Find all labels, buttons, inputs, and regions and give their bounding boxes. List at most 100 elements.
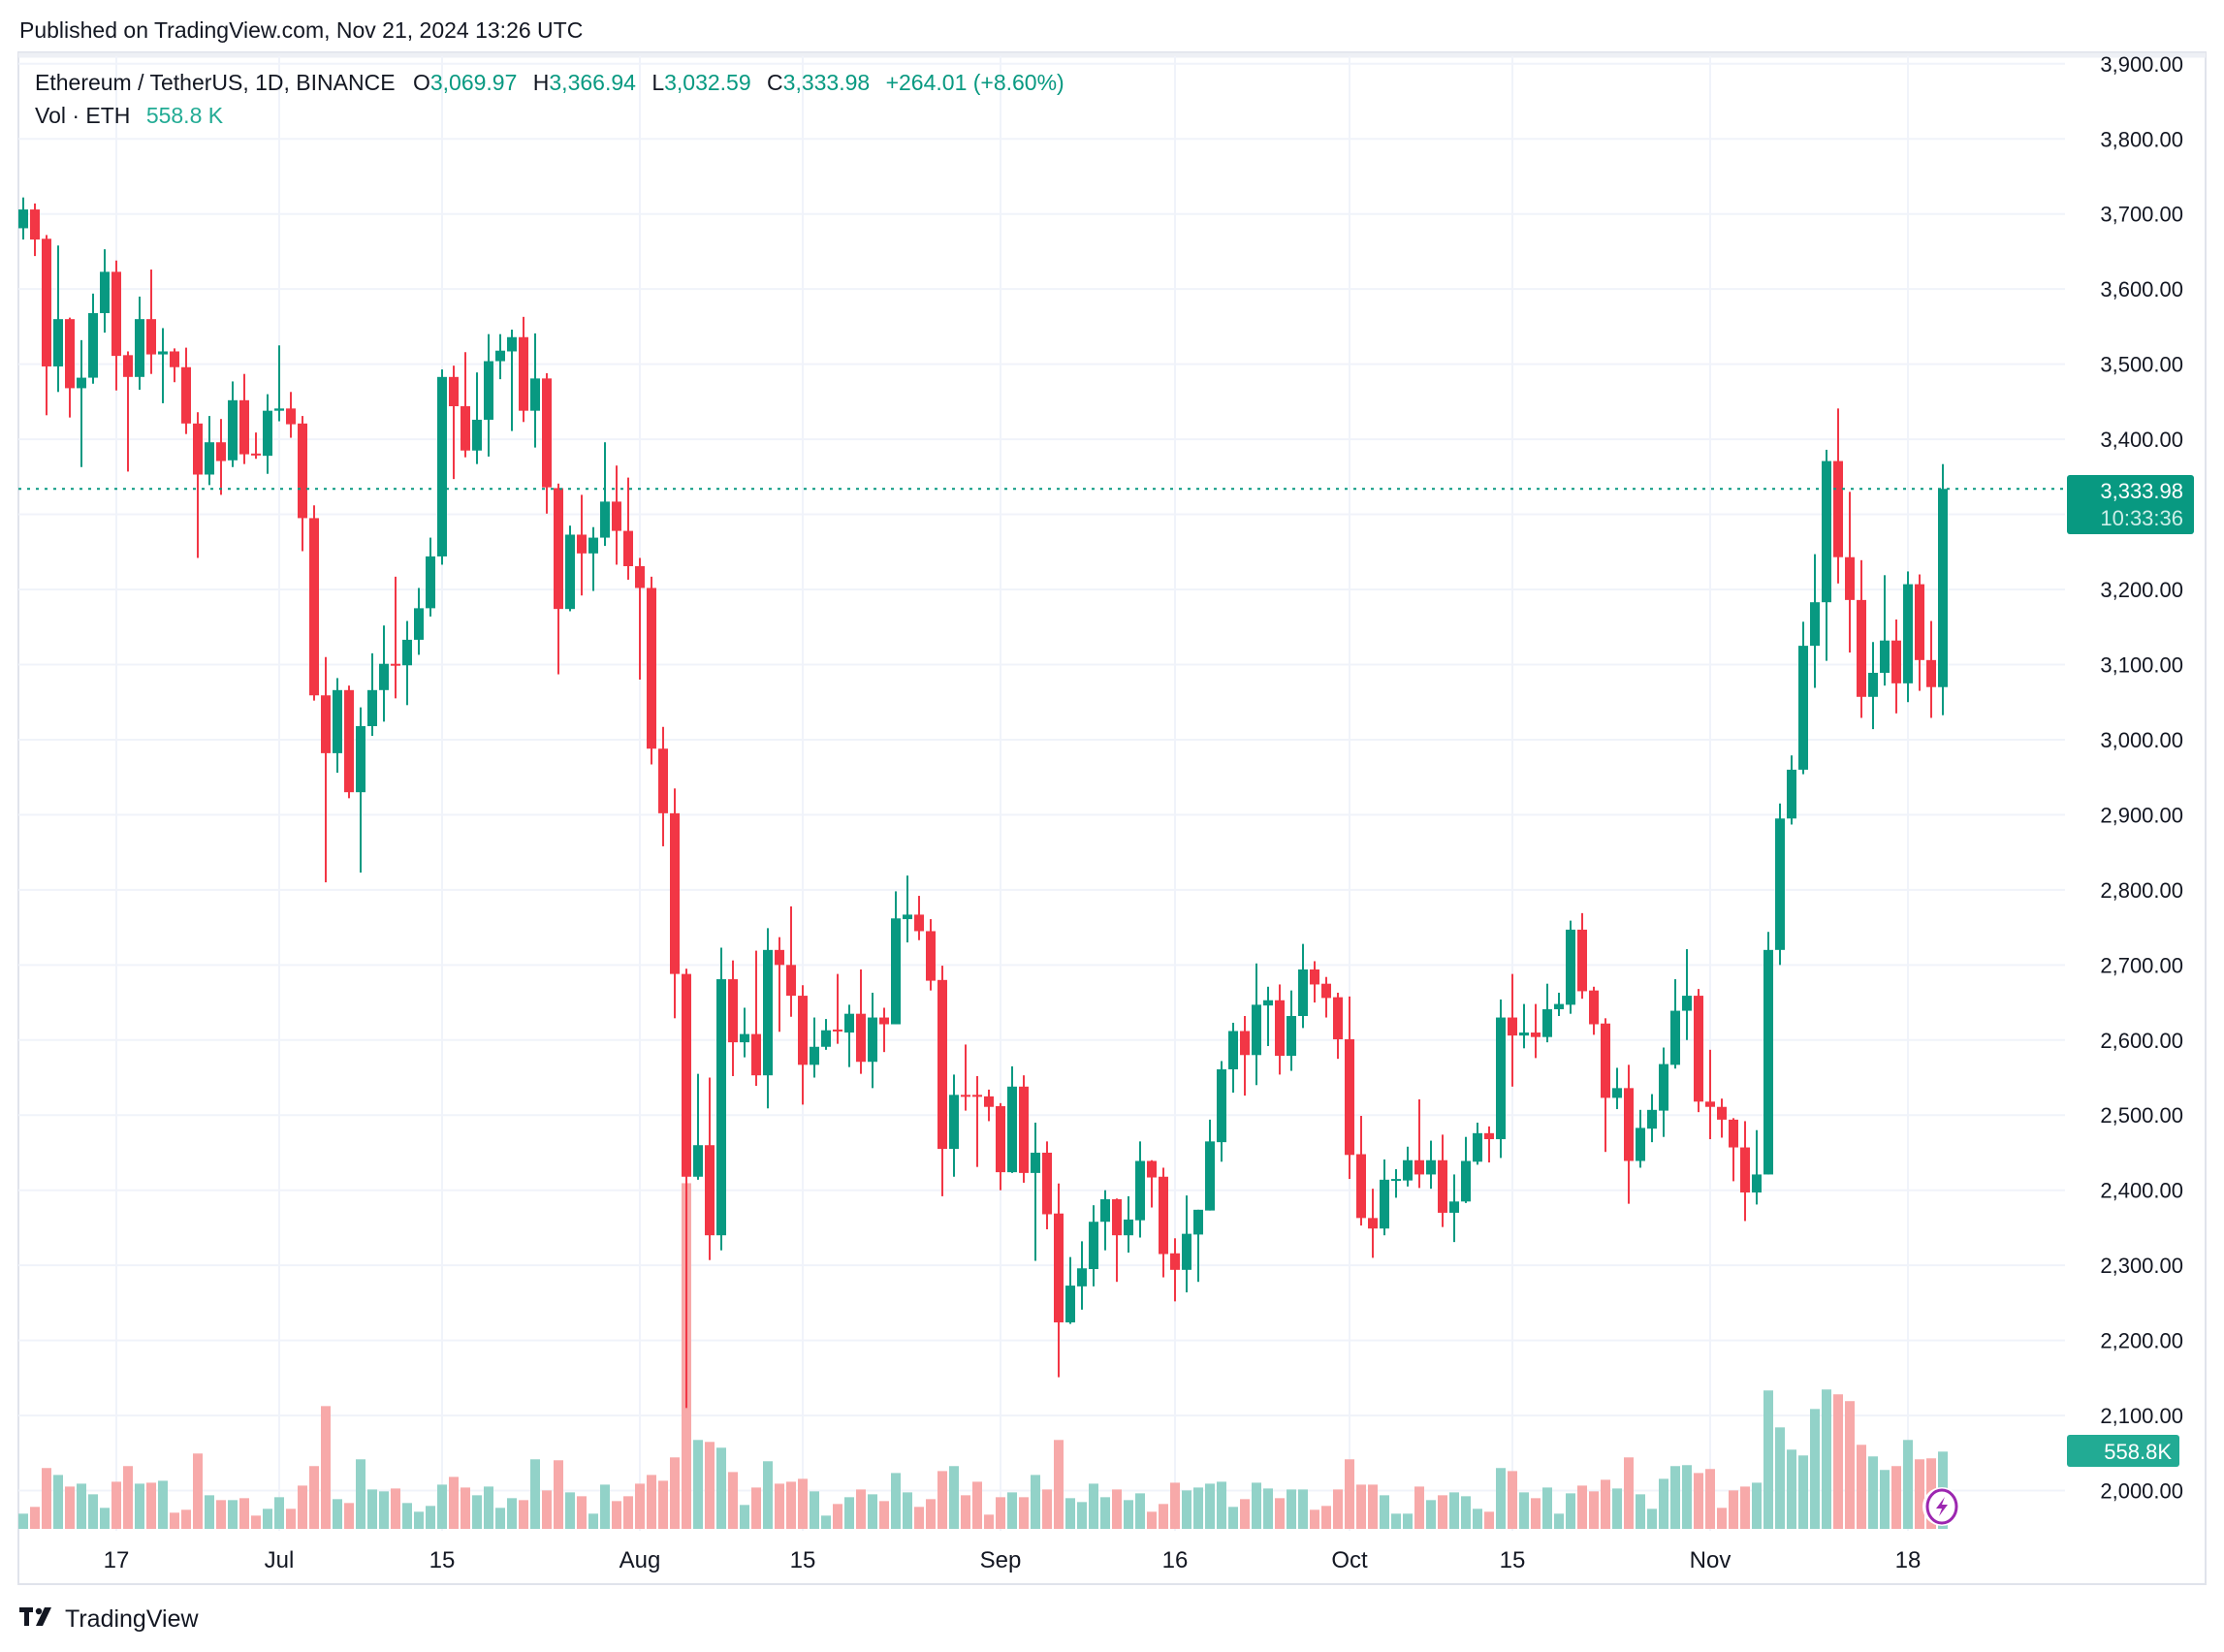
tradingview-logo[interactable]: TradingView xyxy=(19,1605,200,1633)
candle-body xyxy=(239,399,249,455)
bar-countdown: 10:33:36 xyxy=(2100,506,2183,530)
candle xyxy=(437,369,447,565)
volume-bar xyxy=(461,1487,470,1529)
candle xyxy=(1403,1146,1413,1187)
legend-low-label: L xyxy=(651,70,664,95)
candle-body xyxy=(1403,1160,1413,1181)
time-tick-label: 17 xyxy=(104,1547,130,1573)
volume-bar xyxy=(542,1490,552,1529)
candle xyxy=(1391,1169,1401,1198)
candle xyxy=(1868,642,1878,730)
candle-body xyxy=(1577,929,1587,992)
candle xyxy=(1845,492,1855,653)
price-tick-label: 3,100.00 xyxy=(2100,652,2183,677)
volume-bar xyxy=(123,1466,133,1529)
candle xyxy=(1240,1015,1250,1096)
time-tick-label: 15 xyxy=(790,1547,816,1573)
volume-bar xyxy=(111,1481,121,1529)
candle-body xyxy=(798,996,808,1065)
price-tick-label: 3,800.00 xyxy=(2100,127,2183,151)
candle xyxy=(1298,943,1308,1029)
volume-bar xyxy=(286,1509,296,1529)
candle-body xyxy=(600,501,610,538)
volume-bar xyxy=(1112,1489,1122,1529)
candle xyxy=(1705,1049,1715,1140)
candle-body xyxy=(775,949,784,966)
candle-body xyxy=(519,336,528,411)
candle xyxy=(1170,1238,1180,1302)
candle-body xyxy=(484,361,493,420)
candle-body xyxy=(1636,1128,1645,1161)
volume-bar xyxy=(158,1480,168,1529)
volume-bar xyxy=(937,1471,947,1529)
volume-bar xyxy=(193,1453,203,1529)
lightning-icon[interactable] xyxy=(1922,1487,1961,1526)
volume-bar xyxy=(1659,1478,1668,1529)
volume-bar xyxy=(135,1483,144,1529)
candle-body xyxy=(42,238,51,366)
candle xyxy=(1077,1241,1087,1310)
volume-bar xyxy=(1670,1466,1680,1529)
candle xyxy=(833,973,842,1044)
time-axis[interactable]: 17 Jul 15 Aug 15 Sep 16 Oct 15 Nov 18 xyxy=(104,1547,1922,1573)
volume-bar xyxy=(402,1503,412,1529)
candle xyxy=(1031,1122,1040,1261)
candle xyxy=(239,373,249,464)
volume-bar xyxy=(658,1480,668,1529)
candle xyxy=(635,557,645,680)
candle-body xyxy=(1287,1015,1296,1057)
candle xyxy=(670,788,680,1019)
candle-body xyxy=(367,689,377,726)
volume-bar xyxy=(705,1442,715,1529)
volume-bar xyxy=(1170,1482,1180,1529)
legend-low-value: 3,032.59 xyxy=(664,70,751,95)
volume-bar xyxy=(1019,1497,1029,1529)
candle-body xyxy=(1089,1222,1098,1270)
candle-body xyxy=(903,914,912,920)
candle-body xyxy=(1624,1088,1634,1161)
candle-body xyxy=(1763,949,1773,1175)
candle-body xyxy=(1356,1154,1366,1219)
volume-bar xyxy=(216,1500,226,1529)
candle-wick xyxy=(965,1044,967,1111)
candle xyxy=(1926,620,1936,718)
volume-bar xyxy=(1880,1470,1890,1529)
candle xyxy=(1112,1198,1122,1283)
candle-body xyxy=(1182,1233,1191,1270)
volume-bar xyxy=(612,1501,621,1529)
candle xyxy=(391,576,400,699)
candle xyxy=(1019,1075,1029,1183)
volume-bar xyxy=(670,1457,680,1529)
candle xyxy=(856,969,866,1074)
volume-bar xyxy=(879,1501,889,1529)
candle-wick xyxy=(511,330,513,431)
candle-wick xyxy=(197,412,199,558)
time-tick-label: Jul xyxy=(265,1547,295,1573)
candle xyxy=(123,351,133,472)
candle-wick xyxy=(80,339,82,467)
legend-high-label: H xyxy=(533,70,550,95)
candle-wick xyxy=(604,442,606,547)
candle-body xyxy=(635,566,645,588)
candle-body xyxy=(449,376,459,407)
candle-body xyxy=(670,812,680,974)
volume-bar xyxy=(414,1511,424,1529)
candle-wick xyxy=(395,576,397,699)
candle-body xyxy=(623,530,633,567)
candle-body xyxy=(251,453,261,456)
volume-bar xyxy=(949,1466,959,1529)
legend-symbol[interactable]: Ethereum / TetherUS, 1D, BINANCE xyxy=(35,70,396,95)
candle-body xyxy=(1298,969,1308,1016)
candle-body xyxy=(1461,1160,1471,1202)
legend-volume-label[interactable]: Vol · ETH xyxy=(35,103,130,128)
candle-body xyxy=(1252,1004,1261,1056)
candle-body xyxy=(1787,769,1796,819)
price-axis[interactable]: 3,900.00 3,800.00 3,700.00 3,600.00 3,500.00… xyxy=(2100,52,2183,1504)
candle xyxy=(216,419,226,495)
volume-bar xyxy=(903,1492,912,1529)
candle xyxy=(309,505,319,701)
candle xyxy=(961,1044,970,1111)
candle-body xyxy=(286,408,296,425)
candle-body xyxy=(1065,1286,1075,1323)
volume-bar xyxy=(1857,1445,1866,1529)
